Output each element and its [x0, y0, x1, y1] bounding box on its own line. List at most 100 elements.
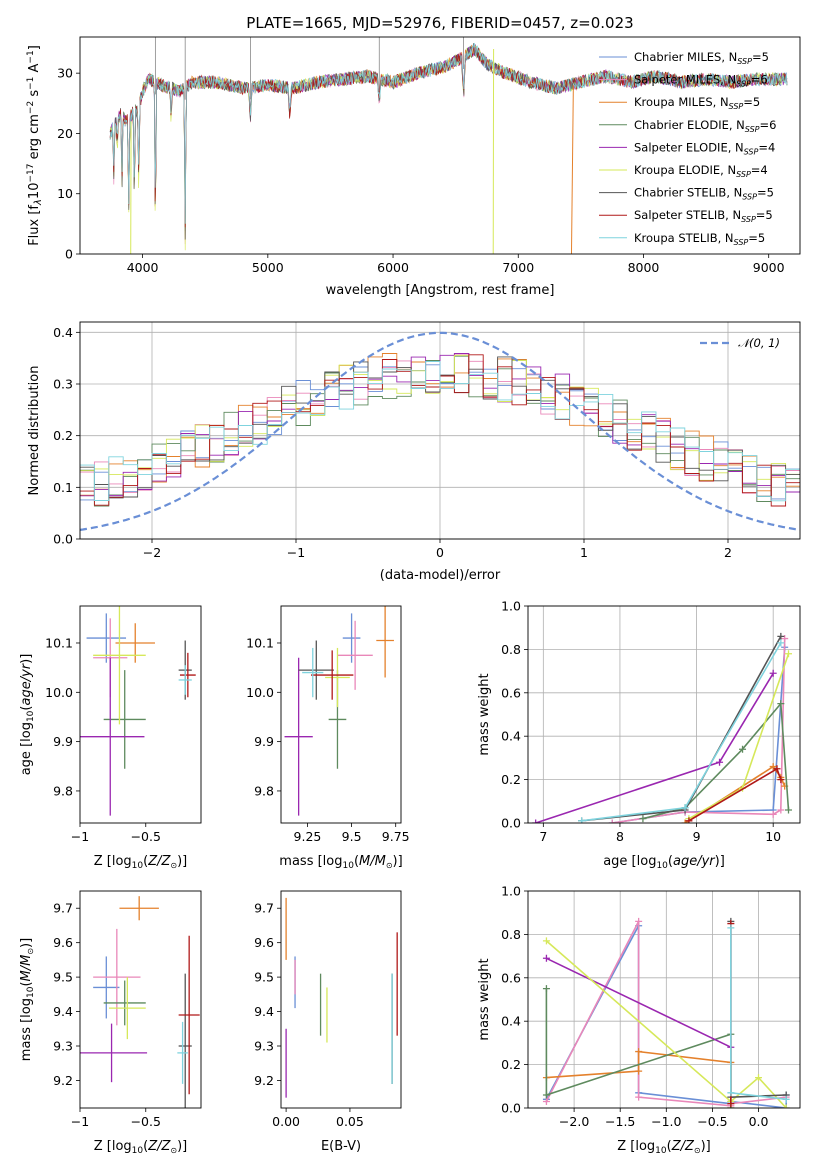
y-tick-label: 9.3 [53, 1039, 73, 1054]
y-axis-label-part: 10 [26, 986, 36, 998]
y-axis-label: Normed distribution [27, 366, 42, 496]
y-tick-label: 0.6 [501, 685, 521, 700]
legend-label: Kroupa ELODIE, N [634, 163, 736, 177]
y-tick-label: 0.2 [501, 772, 521, 787]
x-axis-label-part: )] [701, 1139, 711, 1154]
x-tick-label: 0.0 [749, 1114, 769, 1129]
x-axis-label-part: age [log [603, 854, 656, 869]
y-tick-label: 0.0 [501, 816, 521, 831]
x-axis-label-part: Z [log [617, 1139, 655, 1154]
legend-sub: SSP [734, 238, 749, 247]
y-tick-label: 0.0 [53, 532, 73, 547]
y-tick-label: 0.8 [501, 642, 521, 657]
y-axis-label-part: −17 [26, 164, 36, 183]
x-axis-label-part: mass [log [279, 854, 342, 869]
x-axis-label-part: )] [715, 854, 725, 869]
legend-suffix: =6 [751, 73, 768, 87]
legend-label: Salpeter ELODIE, N [634, 140, 744, 154]
legend-suffix: =5 [756, 208, 773, 222]
x-axis-label-part: 10 [656, 861, 668, 871]
x-tick-label: 5000 [252, 260, 284, 275]
x-tick-label: −1 [71, 1114, 89, 1129]
y-tick-label: 9.2 [254, 1073, 274, 1088]
y-axis-label-part: −2 [26, 101, 36, 114]
y-axis-label-part: )] [19, 654, 34, 664]
x-tick-label: 2 [724, 545, 732, 560]
x-tick-label: 8000 [628, 260, 660, 275]
legend-label: Chabrier MILES, N [634, 50, 737, 64]
y-tick-label: 30 [57, 66, 73, 81]
y-tick-label: 9.8 [254, 783, 274, 798]
x-axis-label-part: )] [177, 1139, 187, 1154]
x-axis-label-part: wavelength [Angstrom, rest frame] [326, 283, 555, 298]
y-axis-label-part: M/M [19, 955, 34, 982]
legend-sub: SSP [741, 215, 756, 224]
x-axis-label-part: ⊙ [170, 1146, 177, 1155]
legend-suffix: =5 [757, 186, 774, 200]
x-tick-label: 6000 [377, 260, 409, 275]
y-tick-label: 0.4 [501, 1014, 521, 1029]
y-axis-label-part: mass weight [477, 958, 492, 1040]
legend-suffix: =4 [758, 140, 775, 154]
y-axis-label: mass weight [477, 673, 492, 755]
x-tick-label: 9.75 [382, 829, 410, 844]
y-axis-label-part: −1 [26, 50, 36, 63]
legend-label: Kroupa MILES, N [634, 95, 729, 109]
y-axis-label: mass [log10(M/M⊙)] [19, 938, 36, 1061]
y-tick-label: 0.4 [501, 729, 521, 744]
y-tick-label: 9.7 [53, 901, 73, 916]
legend-sub: SSP [745, 125, 760, 134]
y-axis-label-part: mass [log [19, 998, 34, 1061]
x-axis-label-part: ⊙ [694, 1146, 701, 1155]
y-tick-label: 0.3 [53, 377, 73, 392]
x-axis-label-part: Z [log [94, 854, 132, 869]
legend-sub: SSP [736, 170, 751, 179]
figure-title: PLATE=1665, MJD=52976, FIBERID=0457, z=0… [246, 14, 633, 32]
x-tick-label: 10 [765, 829, 781, 844]
y-tick-label: 1.0 [501, 884, 521, 899]
x-axis-label-part: Z/Z [147, 854, 171, 869]
y-tick-label: 10.0 [45, 685, 73, 700]
y-axis-label-part: λ [33, 199, 44, 206]
legend-sub: SSP [736, 80, 751, 89]
y-axis-label-part: s [27, 90, 42, 101]
x-tick-label: 9000 [753, 260, 785, 275]
y-tick-label: 1.0 [501, 599, 521, 614]
legend-suffix: =5 [752, 50, 769, 64]
y-tick-label: 0.4 [53, 325, 73, 340]
x-axis-label-part: )] [177, 854, 187, 869]
y-tick-label: 0 [65, 247, 73, 262]
y-tick-label: 9.3 [254, 1039, 274, 1054]
y-axis-label-part: 10 [27, 183, 42, 200]
y-tick-label: 9.6 [254, 935, 274, 950]
y-tick-label: 9.7 [254, 901, 274, 916]
x-axis-label: E(B-V) [321, 1139, 361, 1154]
y-axis-label: mass weight [477, 958, 492, 1040]
y-tick-label: 10 [57, 186, 73, 201]
legend-sub: SSP [729, 102, 744, 111]
y-tick-label: 9.6 [53, 935, 73, 950]
legend-suffix: =5 [743, 95, 760, 109]
y-tick-label: 0.0 [501, 1101, 521, 1116]
x-tick-label: 9.5 [342, 829, 362, 844]
x-tick-label: −0.5 [131, 1114, 161, 1129]
x-axis-label-part: age/yr [673, 854, 716, 869]
y-tick-label: 10.0 [246, 685, 274, 700]
y-axis-label-part: Normed distribution [27, 366, 42, 496]
x-tick-label: 0.00 [272, 1114, 300, 1129]
y-tick-label: 9.5 [254, 970, 274, 985]
y-tick-label: 9.9 [254, 734, 274, 749]
y-axis-label-part: ⊙ [26, 948, 35, 955]
legend-suffix: =5 [748, 231, 765, 245]
x-axis-label-part: M/M [359, 854, 386, 869]
y-tick-label: 9.8 [53, 783, 73, 798]
y-tick-label: 0.1 [53, 480, 73, 495]
y-axis-label: Flux [fλ10−17 erg cm−2 s−1 A−1] [26, 45, 44, 246]
y-axis-label-part: age/yr [19, 662, 34, 705]
x-tick-label: 7000 [502, 260, 534, 275]
legend-sub: SSP [737, 57, 752, 66]
x-axis-label-part: ⊙ [170, 861, 177, 870]
y-axis-label-part: Flux [f [27, 205, 42, 246]
